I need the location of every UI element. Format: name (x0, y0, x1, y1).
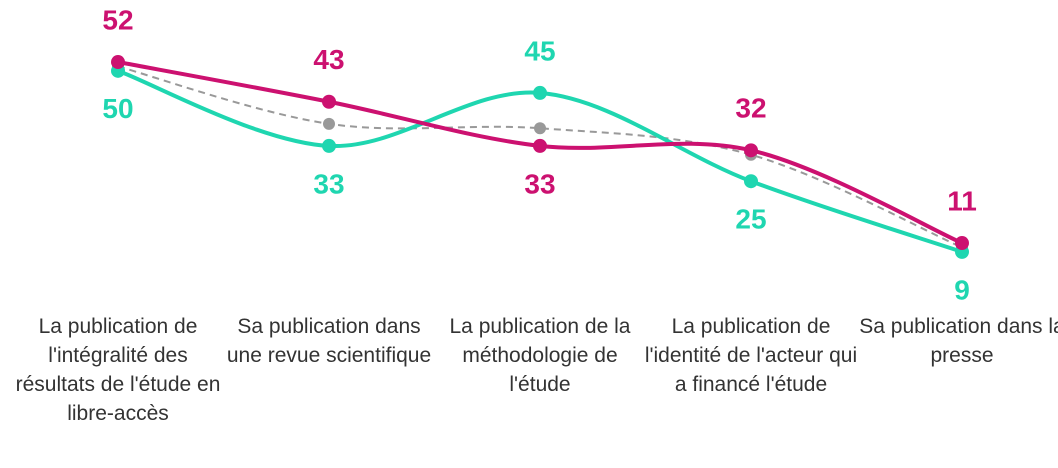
x-tick-label: Sa publication dans une revue scientifiq… (226, 315, 432, 367)
point (533, 138, 547, 153)
point (111, 55, 125, 70)
point (322, 94, 336, 109)
data-label: 45 (524, 35, 555, 66)
data-label: 33 (524, 168, 555, 199)
x-tick-label: Sa publication dans la presse (859, 315, 1058, 367)
x-tick-label: La publication de la méthodologie de l'é… (449, 315, 631, 396)
data-label: 43 (313, 44, 344, 75)
point (534, 122, 546, 135)
point (744, 174, 758, 189)
point (323, 117, 335, 130)
data-label: 9 (954, 274, 970, 305)
data-label: 32 (735, 93, 766, 124)
x-tick-label: La publication de l'intégralité des résu… (15, 315, 221, 425)
point (744, 143, 758, 158)
data-label: 52 (102, 4, 133, 35)
x-tick-label: La publication de l'identité de l'acteur… (644, 315, 858, 396)
data-label: 33 (313, 168, 344, 199)
data-label: 25 (735, 204, 766, 235)
data-label: 11 (947, 185, 977, 216)
point (955, 236, 969, 251)
line (117, 65, 963, 249)
point (533, 85, 547, 100)
point (322, 138, 336, 153)
data-label: 50 (102, 93, 133, 124)
